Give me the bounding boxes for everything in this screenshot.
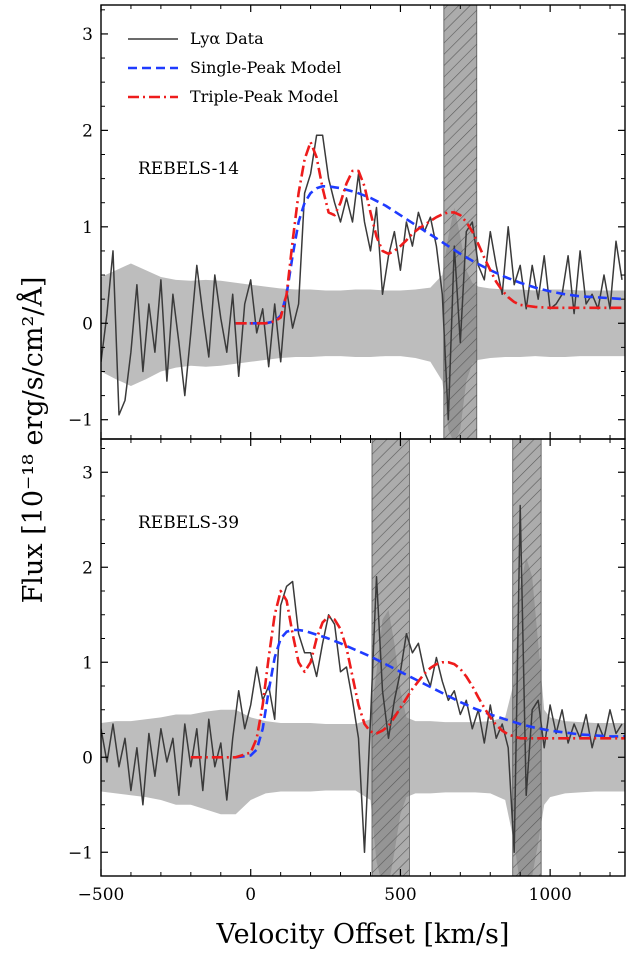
data-line xyxy=(101,504,623,854)
panel-label: REBELS-14 xyxy=(138,159,239,179)
plot-area xyxy=(101,439,625,876)
y-tick-label: 2 xyxy=(82,121,93,141)
panel-rebels-39: −1 0 1 2 3 −500 0 500 1000 REBELS-39 xyxy=(68,438,626,905)
y-tick-label: −1 xyxy=(68,411,93,431)
data-line xyxy=(101,134,623,421)
plot-area xyxy=(101,5,625,439)
legend-label: Lyα Data xyxy=(190,29,264,48)
y-axis-title: Flux [10⁻¹⁸ erg/s/cm²/Å] xyxy=(16,277,49,604)
x-axis-title: Velocity Offset [km/s] xyxy=(216,919,510,950)
y-tick-label: 0 xyxy=(82,748,93,768)
x-tick-label: −500 xyxy=(78,885,125,905)
triple-peak-model-line xyxy=(235,140,625,325)
x-tick-label: 1000 xyxy=(529,885,572,905)
y-tick-label: 1 xyxy=(82,653,93,673)
y-tick-label: 2 xyxy=(82,558,93,578)
y-tick-label: 0 xyxy=(82,314,93,334)
legend-label: Single-Peak Model xyxy=(190,58,341,77)
axes-frame xyxy=(100,4,626,440)
x-tick-label: 0 xyxy=(245,885,256,905)
y-tick-label: −1 xyxy=(68,843,93,863)
axes-frame xyxy=(100,438,626,877)
noise-band xyxy=(101,557,625,876)
masked-region-hatch xyxy=(371,439,410,876)
panel-rebels-14: −1 0 1 2 3 REBELS-14 Lyα Data Single-Peak Model… xyxy=(68,4,626,440)
legend: Lyα Data Single-Peak Model Triple-Peak Mod… xyxy=(128,29,341,106)
single-peak-model-line xyxy=(235,628,625,759)
y-tick-label: 3 xyxy=(82,25,93,45)
y-tick-label: 1 xyxy=(82,218,93,238)
noise-band xyxy=(101,207,625,439)
y-tick-label: 3 xyxy=(82,463,93,483)
legend-label: Triple-Peak Model xyxy=(190,87,338,106)
x-tick-label: 500 xyxy=(384,885,416,905)
panel-label: REBELS-39 xyxy=(138,513,239,533)
triple-peak-model-line xyxy=(190,589,625,759)
masked-region-hatch xyxy=(443,5,478,439)
